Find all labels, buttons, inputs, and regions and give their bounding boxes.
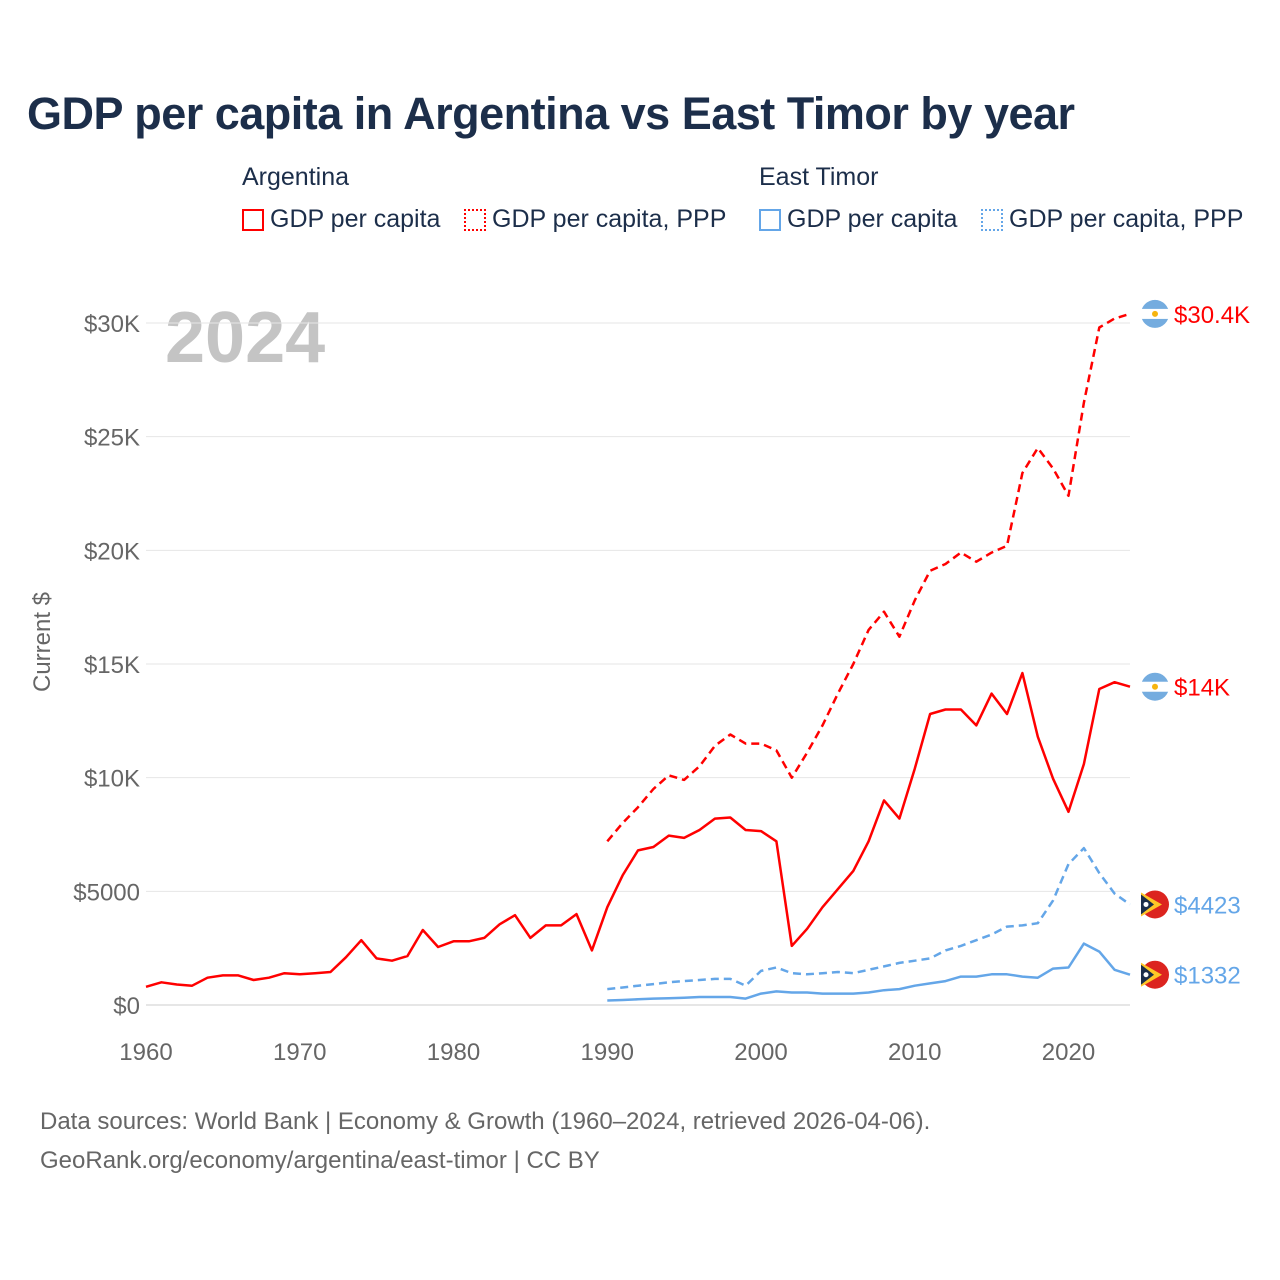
footer-sources: Data sources: World Bank | Economy & Gro… [40,1108,931,1135]
x-tick-label: 1960 [119,1039,172,1066]
flag-sun [1152,683,1158,690]
legend-label: GDP per capita [270,205,441,233]
y-tick-label: $5000 [73,879,140,906]
series-line-argentina-gdp-per-capita [145,671,1131,988]
end-value-label: $14K [1174,675,1230,702]
legend-argentina-gdp[interactable]: GDP per capita [242,205,440,234]
x-tick-label: 2000 [734,1039,787,1066]
legend-swatch-solid-blue [759,208,781,231]
y-tick-label: $20K [84,538,140,565]
series-line-east-timor-gdp-per-capita [607,942,1131,1002]
legend-label: GDP per capita, PPP [492,205,727,233]
flag-star [1143,901,1149,907]
legend-group-east-timor: East Timor [759,163,879,191]
legend-argentina-ppp[interactable]: GDP per capita, PPP [464,205,726,234]
y-tick-label: $10K [84,766,140,793]
y-tick-label: $15K [84,652,140,679]
chart-title: GDP per capita in Argentina vs East Timo… [27,88,1075,139]
year-overlay: 2024 [165,298,325,378]
legend-east-timor-gdp[interactable]: GDP per capita [759,205,957,234]
x-tick-label: 1970 [273,1039,326,1066]
end-value-label: $1332 [1174,963,1241,990]
end-marker: $4423 [1141,890,1241,919]
footer-link[interactable]: GeoRank.org/economy/argentina/east-timor… [40,1147,600,1174]
flag-star [1143,972,1149,978]
legend-swatch-solid-red [242,208,264,231]
series-line-east-timor-gdp-per-capita-ppp [607,846,1131,991]
legend-label: GDP per capita [787,205,958,233]
legend-swatch-dotted-blue [981,208,1003,231]
flag-sun [1152,310,1158,317]
end-marker: $1332 [1141,960,1241,990]
legend-swatch-dotted-red [464,208,486,231]
y-tick-label: $25K [84,425,140,452]
x-tick-label: 1990 [581,1039,634,1066]
end-value-label: $4423 [1174,892,1241,919]
x-tick-label: 1980 [427,1039,480,1066]
legend-group-argentina: Argentina [242,163,350,191]
end-value-label: $30.4K [1174,302,1250,329]
legend-east-timor-ppp[interactable]: GDP per capita, PPP [981,205,1243,234]
y-tick-label: $30K [84,311,140,338]
x-tick-label: 2020 [1042,1039,1095,1066]
legend-label: GDP per capita, PPP [1009,205,1244,233]
y-tick-label: $0 [113,993,140,1020]
series-line-argentina-gdp-per-capita-ppp [606,312,1131,843]
x-tick-label: 2010 [888,1039,941,1066]
end-marker: $30.4K [1141,299,1250,329]
end-marker: $14K [1141,672,1230,702]
y-axis-label: Current $ [29,592,56,692]
